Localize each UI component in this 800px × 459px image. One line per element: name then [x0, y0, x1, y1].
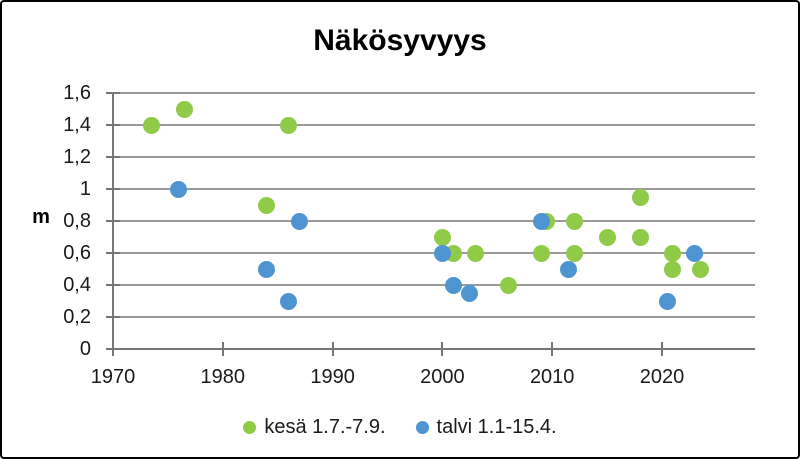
legend-label-talvi: talvi 1.1-15.4. [436, 416, 557, 438]
y-axis-tick [106, 188, 120, 190]
y-tick-label: 1,6 [63, 82, 91, 104]
data-point-series-0 [175, 100, 193, 118]
y-axis-title: m [32, 206, 50, 228]
data-point-series-1 [658, 292, 676, 310]
y-axis-tick [106, 92, 120, 94]
x-tick-label: 1990 [310, 366, 355, 388]
legend-item-kesa: kesä 1.7.-7.9. [243, 416, 386, 439]
talvi-series-dot-icon [415, 421, 429, 434]
gridline [113, 124, 755, 126]
x-axis-tick [661, 342, 663, 356]
data-point-series-0 [631, 188, 649, 206]
data-point-series-1 [280, 292, 298, 310]
data-point-series-0 [631, 228, 649, 246]
x-tick-label: 2020 [639, 366, 685, 388]
data-point-series-0 [466, 244, 484, 262]
y-tick-label: 1,2 [63, 146, 91, 168]
gridline [113, 284, 755, 286]
data-point-series-1 [291, 212, 309, 230]
data-point-series-1 [170, 180, 188, 198]
data-point-series-0 [565, 212, 583, 230]
y-axis-tick [106, 316, 120, 318]
y-tick-label: 0,6 [63, 242, 91, 264]
legend-item-talvi: talvi 1.1-15.4. [415, 416, 557, 439]
y-axis-tick [106, 252, 120, 254]
data-point-series-0 [565, 244, 583, 262]
data-point-series-0 [280, 116, 298, 134]
y-axis-tick [106, 284, 120, 286]
x-tick-label: 1980 [200, 366, 246, 388]
x-tick-label: 2010 [529, 366, 575, 388]
gridline [113, 156, 755, 158]
data-point-series-0 [532, 244, 550, 262]
y-axis-tick [106, 124, 120, 126]
y-tick-label: 0,2 [63, 306, 91, 328]
x-axis-tick [441, 342, 444, 356]
y-axis-tick [106, 156, 120, 158]
data-point-series-0 [664, 260, 682, 278]
y-tick-label: 1,4 [63, 114, 91, 136]
y-tick-label: 0 [79, 338, 91, 360]
data-point-series-0 [664, 244, 682, 262]
data-point-series-0 [142, 116, 160, 134]
legend-label-kesa: kesä 1.7.-7.9. [264, 416, 386, 438]
data-point-series-1 [433, 244, 451, 262]
data-point-series-0 [258, 196, 276, 214]
x-axis-tick [551, 342, 554, 356]
data-point-series-1 [258, 260, 276, 278]
gridline [113, 188, 755, 190]
y-tick-label: 1 [79, 178, 91, 200]
chart-title: Näkösyvyys [313, 24, 487, 57]
gridline [113, 92, 755, 94]
data-point-series-0 [691, 260, 709, 278]
data-point-series-1 [461, 284, 479, 302]
y-axis-tick [106, 220, 120, 222]
x-tick-label: 2000 [420, 366, 465, 388]
legend: kesä 1.7.-7.9. talvi 1.1-15.4. [2, 416, 798, 439]
data-point-series-1 [686, 244, 704, 262]
data-point-series-1 [532, 212, 550, 230]
x-tick-label: 1970 [90, 366, 136, 388]
kesa-series-dot-icon [243, 421, 257, 434]
x-axis-tick [331, 342, 334, 356]
gridline [113, 220, 755, 222]
x-axis-tick [112, 342, 114, 356]
y-tick-label: 0,8 [63, 210, 91, 232]
x-axis-line [113, 348, 755, 350]
data-point-series-0 [499, 276, 517, 294]
data-point-series-1 [560, 260, 578, 278]
x-axis-tick [221, 342, 224, 356]
data-point-series-1 [444, 276, 462, 294]
data-point-series-0 [598, 228, 616, 246]
y-tick-label: 0,4 [63, 274, 91, 296]
data-point-series-0 [433, 228, 451, 246]
gridline [113, 316, 755, 318]
